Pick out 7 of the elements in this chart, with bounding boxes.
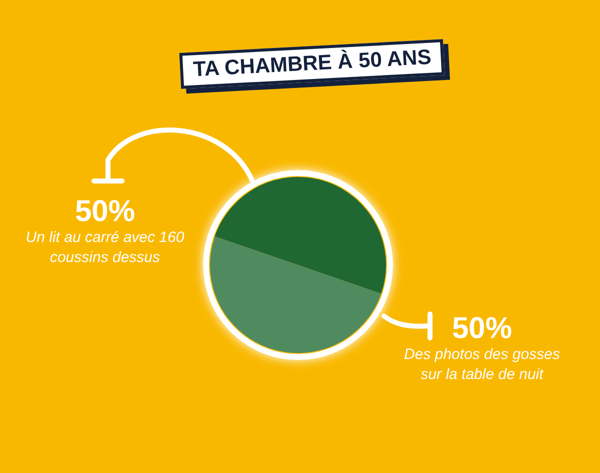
- pie-slice: [210, 236, 382, 353]
- slice-label: Un lit au carré avec 160 coussins dessus: [24, 228, 186, 268]
- data-label: 50%: [74, 195, 136, 228]
- slice-label: Des photos des gosses sur la table de nuit: [403, 345, 561, 385]
- chart-title: TA CHAMBRE À 50 ANS: [179, 39, 446, 89]
- pie-slice: [214, 177, 386, 294]
- data-label: 50%: [450, 312, 514, 345]
